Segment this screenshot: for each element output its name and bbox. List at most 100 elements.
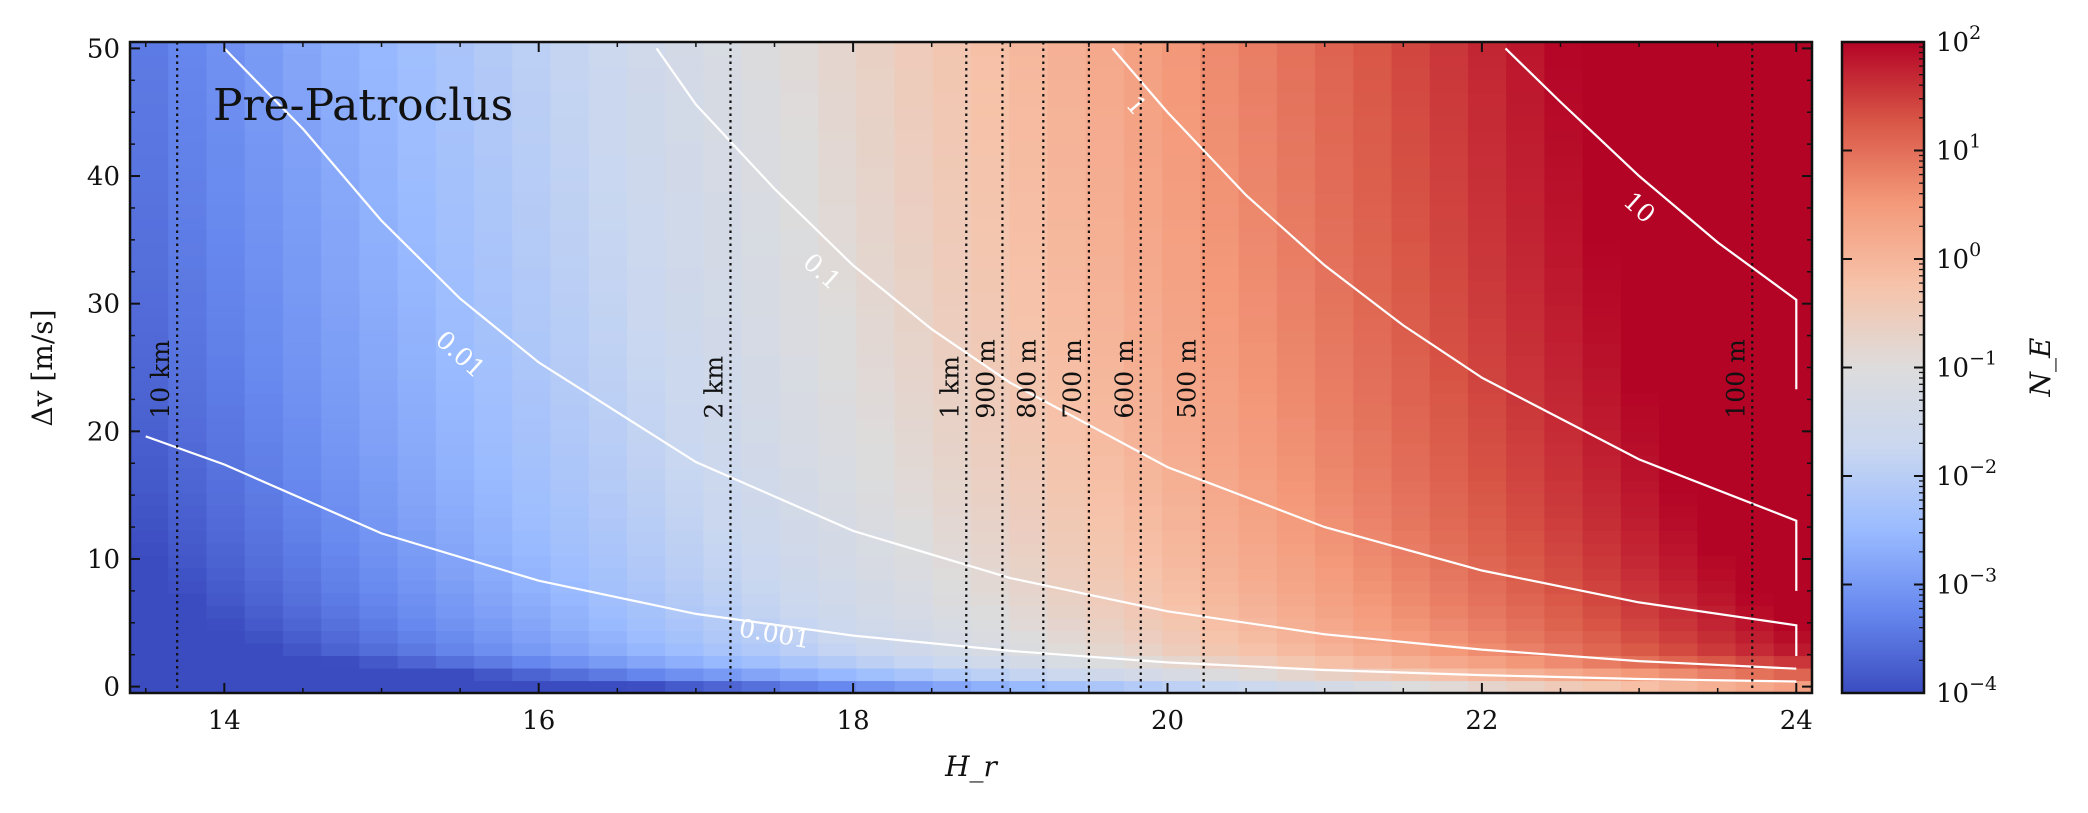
heatmap-cell	[971, 167, 1010, 181]
heatmap-cell	[550, 167, 590, 181]
heatmap-cell	[1506, 342, 1546, 356]
heatmap-cell	[1315, 617, 1354, 631]
heatmap-cell	[1047, 455, 1087, 469]
heatmap-cell	[1467, 129, 1507, 143]
heatmap-cell	[282, 642, 322, 657]
heatmap-cell	[1659, 630, 1698, 644]
heatmap-cell	[1353, 354, 1393, 369]
heatmap-cell	[435, 92, 475, 106]
heatmap-cell	[512, 279, 552, 293]
heatmap-cell	[818, 492, 857, 506]
heatmap-cell	[626, 630, 666, 644]
heatmap-cell	[1467, 342, 1507, 356]
heatmap-cell	[971, 480, 1010, 494]
heatmap-cell	[1085, 229, 1125, 243]
heatmap-cell	[626, 380, 666, 394]
heatmap-cell	[1467, 480, 1507, 494]
heatmap-cell	[1659, 79, 1698, 93]
heatmap-cell	[1276, 254, 1316, 268]
heatmap-cell	[856, 567, 896, 581]
heatmap-cell	[1506, 92, 1546, 106]
heatmap-cell	[474, 617, 513, 631]
heatmap-cell	[1123, 492, 1163, 506]
heatmap-cell	[1773, 380, 1812, 394]
heatmap-cell	[1009, 129, 1049, 143]
heatmap-cell	[626, 167, 666, 181]
heatmap-cell	[206, 642, 246, 657]
heatmap-cell	[1009, 92, 1049, 106]
heatmap-cell	[1620, 304, 1660, 319]
heatmap-cell	[1467, 354, 1507, 369]
heatmap-cell	[359, 217, 399, 231]
heatmap-cell	[1544, 630, 1584, 644]
heatmap-cell	[1467, 92, 1507, 106]
diameter-label: 900 m	[971, 339, 1000, 419]
heatmap-cell	[1544, 405, 1584, 419]
diameter-label: 700 m	[1058, 339, 1087, 419]
heatmap-cell	[1467, 655, 1507, 669]
heatmap-cell	[1697, 92, 1737, 106]
heatmap-cell	[1200, 555, 1240, 569]
heatmap-cell	[1735, 304, 1775, 319]
heatmap-cell	[1429, 354, 1469, 369]
heatmap-cell	[1697, 117, 1737, 131]
heatmap-cell	[1162, 617, 1201, 631]
heatmap-cell	[550, 492, 590, 506]
heatmap-cell	[626, 242, 666, 256]
heatmap-cell	[665, 642, 705, 657]
heatmap-cell	[1162, 104, 1201, 118]
heatmap-cell	[779, 467, 819, 481]
heatmap-cell	[1009, 117, 1049, 131]
heatmap-cell	[1238, 567, 1278, 581]
heatmap-cell	[282, 555, 322, 569]
heatmap-cell	[397, 204, 437, 218]
heatmap-cell	[818, 392, 857, 406]
heatmap-cell	[1162, 142, 1201, 156]
heatmap-cell	[397, 505, 437, 519]
heatmap-cell	[1582, 505, 1622, 519]
heatmap-cell	[703, 67, 743, 81]
heatmap-cell	[130, 117, 169, 131]
heatmap-cell	[932, 304, 972, 319]
heatmap-cell	[779, 605, 819, 619]
heatmap-cell	[1238, 254, 1278, 268]
heatmap-cell	[1582, 329, 1622, 344]
heatmap-cell	[626, 505, 666, 519]
heatmap-cell	[1773, 455, 1812, 469]
heatmap-cell	[703, 567, 743, 581]
heatmap-cell	[435, 217, 475, 231]
heatmap-cell	[932, 605, 972, 619]
heatmap-cell	[168, 42, 208, 56]
heatmap-cell	[1047, 204, 1087, 218]
heatmap-cell	[1123, 54, 1163, 68]
heatmap-cell	[856, 542, 896, 556]
heatmap-cell	[1315, 380, 1354, 394]
heatmap-cell	[1315, 317, 1354, 331]
heatmap-cell	[1200, 342, 1240, 356]
heatmap-cell	[588, 492, 628, 506]
heatmap-cell	[359, 117, 399, 131]
heatmap-cell	[1429, 204, 1469, 218]
heatmap-cell	[779, 129, 819, 143]
heatmap-cell	[1009, 67, 1049, 81]
heatmap-cell	[1544, 92, 1584, 106]
heatmap-cell	[397, 467, 437, 481]
heatmap-cell	[1773, 167, 1812, 181]
heatmap-cell	[168, 542, 208, 556]
heatmap-cell	[971, 304, 1010, 319]
heatmap-cell	[1047, 254, 1087, 268]
heatmap-cell	[474, 517, 513, 531]
heatmap-cell	[971, 492, 1010, 506]
heatmap-cell	[1735, 492, 1775, 506]
heatmap-cell	[1009, 242, 1049, 256]
heatmap-cell	[1697, 242, 1737, 256]
heatmap-cell	[550, 680, 590, 693]
heatmap-cell	[703, 267, 743, 281]
heatmap-cell	[244, 104, 284, 118]
heatmap-cell	[1200, 167, 1240, 181]
heatmap-cell	[779, 555, 819, 569]
heatmap-cell	[1735, 392, 1775, 406]
heatmap-cell	[1429, 430, 1469, 444]
heatmap-cell	[1009, 680, 1049, 693]
heatmap-cell	[1276, 542, 1316, 556]
